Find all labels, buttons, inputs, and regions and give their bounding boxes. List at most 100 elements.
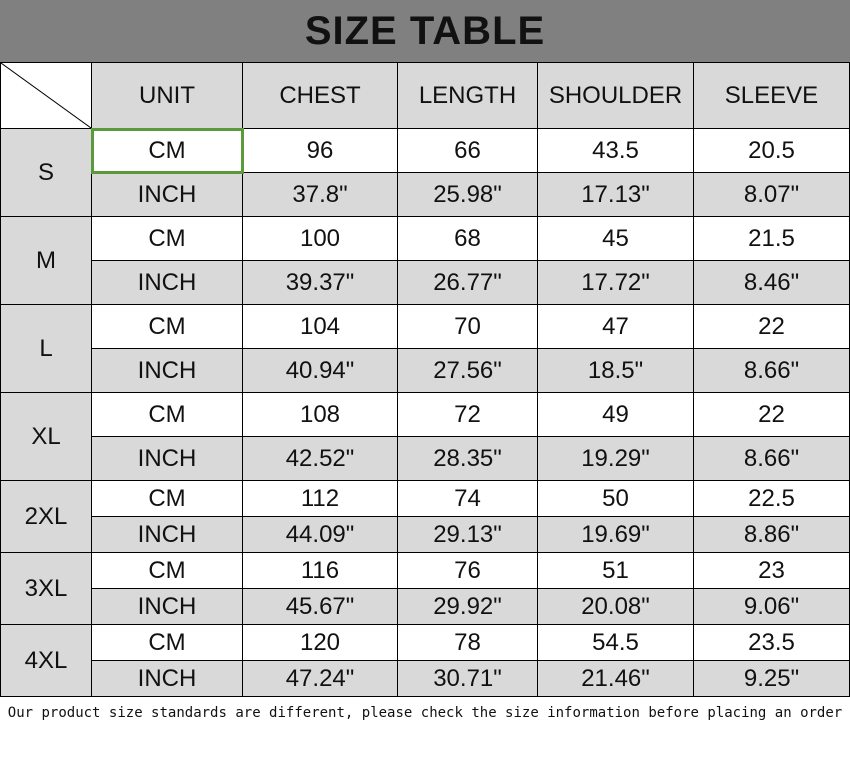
value-cell[interactable]: 22 [693, 392, 850, 437]
unit-cell[interactable]: CM [91, 304, 243, 349]
value-cell[interactable]: 74 [397, 480, 538, 517]
unit-cell[interactable]: INCH [91, 516, 243, 553]
unit-cell[interactable]: INCH [91, 660, 243, 697]
table-row-s-inch: INCH 37.8" 25.98" 17.13" 8.07" [1, 172, 850, 217]
value-cell[interactable]: 30.71" [397, 660, 538, 697]
table-row-xl-inch: INCH 42.52" 28.35" 19.29" 8.66" [1, 436, 850, 481]
size-label[interactable]: M [0, 216, 92, 305]
value-cell[interactable]: 21.46" [537, 660, 694, 697]
value-cell[interactable]: 47 [537, 304, 694, 349]
value-cell[interactable]: 21.5 [693, 216, 850, 261]
value-cell[interactable]: 8.07" [693, 172, 850, 217]
value-cell[interactable]: 78 [397, 624, 538, 661]
unit-cell[interactable]: CM [91, 624, 243, 661]
value-cell[interactable]: 44.09" [242, 516, 398, 553]
value-cell[interactable]: 28.35" [397, 436, 538, 481]
table-row-m-inch: INCH 39.37" 26.77" 17.72" 8.46" [1, 260, 850, 305]
value-cell[interactable]: 8.66" [693, 348, 850, 393]
value-cell[interactable]: 72 [397, 392, 538, 437]
value-cell[interactable]: 51 [537, 552, 694, 589]
value-cell[interactable]: 43.5 [537, 128, 694, 173]
value-cell[interactable]: 42.52" [242, 436, 398, 481]
value-cell[interactable]: 108 [242, 392, 398, 437]
page-title: SIZE TABLE [0, 0, 850, 62]
table-row-2xl-inch: INCH 44.09" 29.13" 19.69" 8.86" [1, 516, 850, 553]
unit-cell[interactable]: CM [91, 552, 243, 589]
size-note: Our product size standards are different… [7, 705, 843, 721]
value-cell[interactable]: 120 [242, 624, 398, 661]
value-cell[interactable]: 50 [537, 480, 694, 517]
value-cell[interactable]: 23.5 [693, 624, 850, 661]
table-row-m-cm: M CM 100 68 45 21.5 [0, 216, 850, 305]
value-cell[interactable]: 112 [242, 480, 398, 517]
header-length: LENGTH [397, 62, 538, 129]
value-cell[interactable]: 47.24" [242, 660, 398, 697]
value-cell[interactable]: 22 [693, 304, 850, 349]
value-cell[interactable]: 68 [397, 216, 538, 261]
value-cell[interactable]: 76 [397, 552, 538, 589]
table-row-4xl-cm: 4XL CM 120 78 54.5 23.5 [0, 624, 850, 697]
value-cell[interactable]: 45.67" [242, 588, 398, 625]
unit-cell[interactable]: CM [91, 216, 243, 261]
value-cell[interactable]: 8.66" [693, 436, 850, 481]
unit-cell[interactable]: CM [91, 392, 243, 437]
value-cell[interactable]: 29.13" [397, 516, 538, 553]
table-row-3xl-cm: 3XL CM 116 76 51 23 [0, 552, 850, 625]
value-cell[interactable]: 20.08" [537, 588, 694, 625]
value-cell[interactable]: 66 [397, 128, 538, 173]
value-cell[interactable]: 23 [693, 552, 850, 589]
value-cell[interactable]: 25.98" [397, 172, 538, 217]
unit-cell[interactable]: INCH [91, 348, 243, 393]
value-cell[interactable]: 45 [537, 216, 694, 261]
unit-cell[interactable]: CM [90, 127, 244, 174]
value-cell[interactable]: 96 [242, 128, 398, 173]
value-cell[interactable]: 22.5 [693, 480, 850, 517]
value-cell[interactable]: 19.69" [537, 516, 694, 553]
value-cell[interactable]: 54.5 [537, 624, 694, 661]
value-cell[interactable]: 8.46" [693, 260, 850, 305]
value-cell[interactable]: 49 [537, 392, 694, 437]
header-unit: UNIT [91, 62, 243, 129]
table-row-2xl-cm: 2XL CM 112 74 50 22.5 [0, 480, 850, 553]
unit-cell[interactable]: INCH [91, 172, 243, 217]
table-row-xl-cm: XL CM 108 72 49 22 [0, 392, 850, 481]
value-cell[interactable]: 27.56" [397, 348, 538, 393]
value-cell[interactable]: 104 [242, 304, 398, 349]
value-cell[interactable]: 70 [397, 304, 538, 349]
table-row-l-inch: INCH 40.94" 27.56" 18.5" 8.66" [1, 348, 850, 393]
size-label[interactable]: 4XL [0, 624, 92, 697]
value-cell[interactable]: 17.72" [537, 260, 694, 305]
value-cell[interactable]: 18.5" [537, 348, 694, 393]
value-cell[interactable]: 9.25" [693, 660, 850, 697]
value-cell[interactable]: 8.86" [693, 516, 850, 553]
value-cell[interactable]: 20.5 [693, 128, 850, 173]
unit-cell[interactable]: INCH [91, 436, 243, 481]
table-row-s-cm: S CM 96 66 43.5 20.5 [0, 127, 850, 217]
table-row-3xl-inch: INCH 45.67" 29.92" 20.08" 9.06" [1, 588, 850, 625]
size-label[interactable]: XL [0, 392, 92, 481]
size-label[interactable]: 2XL [0, 480, 92, 553]
unit-cell[interactable]: CM [91, 480, 243, 517]
value-cell[interactable]: 17.13" [537, 172, 694, 217]
unit-cell[interactable]: INCH [91, 260, 243, 305]
unit-cell[interactable]: INCH [91, 588, 243, 625]
value-cell[interactable]: 9.06" [693, 588, 850, 625]
value-cell[interactable]: 100 [242, 216, 398, 261]
size-table: UNIT CHEST LENGTH SHOULDER SLEEVE S CM 96 6… [0, 62, 850, 697]
table-row-4xl-inch: INCH 47.24" 30.71" 21.46" 9.25" [1, 660, 850, 697]
value-cell[interactable]: 116 [242, 552, 398, 589]
value-cell[interactable]: 39.37" [242, 260, 398, 305]
size-label[interactable]: 3XL [0, 552, 92, 625]
header-chest: CHEST [242, 62, 398, 129]
header-sleeve: SLEEVE [693, 62, 850, 129]
value-cell[interactable]: 37.8" [242, 172, 398, 217]
table-row-l-cm: L CM 104 70 47 22 [0, 304, 850, 393]
corner-cell [0, 62, 92, 129]
size-label[interactable]: L [0, 304, 92, 393]
header-shoulder: SHOULDER [537, 62, 694, 129]
value-cell[interactable]: 19.29" [537, 436, 694, 481]
size-label[interactable]: S [0, 128, 92, 217]
value-cell[interactable]: 40.94" [242, 348, 398, 393]
value-cell[interactable]: 26.77" [397, 260, 538, 305]
value-cell[interactable]: 29.92" [397, 588, 538, 625]
